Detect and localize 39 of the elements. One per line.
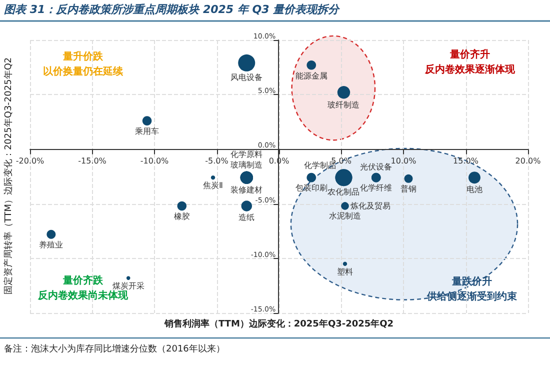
series-label: 农化制品 [328, 188, 360, 197]
series-label: 焦炭Ⅱ [203, 181, 224, 190]
x-tick-label: -15.0% [78, 156, 107, 166]
series-label: 塑料 [336, 267, 353, 276]
series-label: 煤炭开采 [112, 281, 144, 290]
series-label: 玻璃制造 [230, 160, 263, 170]
annotation: 反内卷效果逐渐体现 [424, 64, 516, 76]
series-label: 炼化及贸易 [350, 201, 390, 210]
x-tick-label: 20.0% [515, 156, 542, 166]
series-label: 光伏设备 [360, 162, 392, 172]
annotation: 供给侧逐渐受到约束 [426, 290, 517, 302]
series-label: 装修建材 [230, 185, 263, 194]
x-tick-label: -10.0% [140, 156, 170, 166]
series-label: 化学纤维 [360, 184, 392, 193]
series-label: 橡胶 [174, 212, 190, 222]
series-label: 水泥制造 [328, 211, 361, 220]
x-tick-label: 15.0% [453, 156, 479, 166]
x-tick-label: 10.0% [390, 156, 417, 166]
series-label: 电池 [466, 185, 482, 194]
series-label: 包装印刷 [295, 184, 328, 193]
series-label: 养殖业 [39, 240, 64, 250]
x-tick-label: -20.0% [16, 156, 45, 166]
text: 备注：泡沫大小为库存同比增速分位数（2016年以来） [4, 344, 225, 354]
annotation: 以价换量仍在延续 [43, 66, 124, 78]
annotation: 反内卷效果尚未体现 [37, 290, 129, 302]
series-label: 造纸 [238, 212, 255, 222]
annotation: 量价齐跌 [62, 274, 104, 286]
series-label: 能源金属 [295, 71, 328, 80]
series-label: 乘用车 [135, 126, 160, 136]
y-axis-title: 固定资产周转率（TTM）边际变化：2025年Q3-2025年Q2 [3, 57, 14, 295]
series-label: 普钢 [400, 184, 416, 194]
annotation: 量价齐升 [449, 48, 490, 60]
annotation: 量升价跌 [62, 50, 104, 62]
series-label: 玻纤制造 [328, 100, 360, 110]
text: 化学原料 [230, 150, 263, 160]
x-axis-title: 销售利润率（TTM）边际变化：2025年Q3-2025年Q2 [163, 318, 394, 330]
series-label: 风电设备 [230, 72, 263, 82]
x-tick-label: -5.0% [205, 156, 229, 166]
chart-title: 图表 31：反内卷政策所涉重点周期板块 2025 年 Q3 量价表现拆分 [4, 3, 342, 16]
